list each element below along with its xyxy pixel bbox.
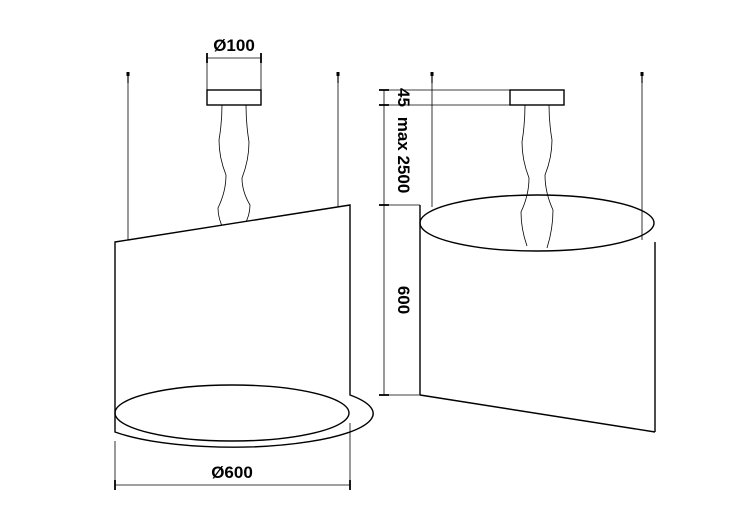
left-view — [115, 58, 373, 485]
label-suspension-max: max 2500 — [394, 117, 413, 194]
right-view — [384, 79, 655, 432]
label-canopy-diameter: Ø100 — [213, 36, 255, 55]
label-shade-diameter: Ø600 — [211, 463, 253, 482]
label-shade-height: 600 — [394, 286, 413, 314]
technical-drawing: Ø100 Ø600 45 max 2500 600 — [0, 0, 751, 518]
label-canopy-height: 45 — [394, 88, 413, 107]
